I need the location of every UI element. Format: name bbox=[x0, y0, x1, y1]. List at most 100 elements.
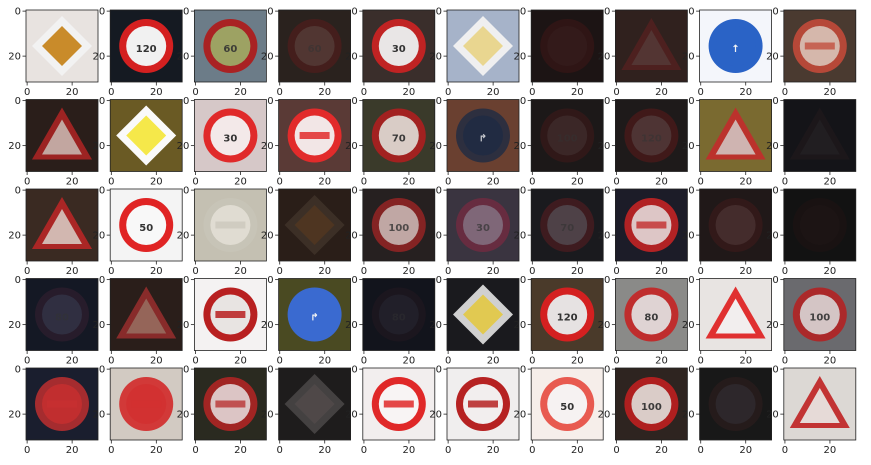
sign-bar bbox=[215, 311, 246, 318]
y-tick-label: 20 bbox=[682, 141, 695, 152]
x-tick-label: 20 bbox=[571, 445, 584, 456]
sign-face bbox=[210, 115, 251, 156]
sign-thumbnail-32: 0 20 0 20 bbox=[92, 275, 183, 367]
sign-thumbnail-33: 0 20 0 20 bbox=[177, 275, 267, 367]
sign-thumbnail-31: 80 0 20 0 20 bbox=[8, 275, 99, 367]
y-tick-label: 20 bbox=[261, 320, 274, 331]
y-tick-label: 20 bbox=[682, 231, 695, 242]
y-tick-label: 0 bbox=[772, 275, 778, 286]
axes-frame bbox=[193, 9, 267, 83]
y-tick-label: 20 bbox=[429, 320, 442, 331]
sign-face bbox=[799, 294, 840, 335]
x-tick-label: 0 bbox=[613, 356, 619, 367]
x-tick-label: 20 bbox=[318, 87, 331, 98]
x-tick-label: 0 bbox=[782, 356, 788, 367]
axes-frame bbox=[109, 278, 183, 351]
sign-thumbnail-49: 0 20 0 20 bbox=[682, 365, 772, 456]
sign-symbol: 30 bbox=[476, 223, 490, 234]
axes-frame bbox=[530, 367, 604, 441]
axes-frame bbox=[362, 278, 436, 351]
x-tick-label: 20 bbox=[66, 266, 79, 277]
sign-bar bbox=[47, 400, 77, 408]
x-tick-label: 20 bbox=[150, 266, 163, 277]
axes-frame bbox=[783, 188, 857, 262]
y-tick-label: 20 bbox=[92, 320, 105, 331]
sign-thumbnail-3: 60 0 20 0 20 bbox=[177, 7, 267, 98]
sign-thumbnail-22: 50 0 20 0 20 bbox=[92, 186, 183, 277]
sign-thumbnail-2: 120 0 20 0 20 bbox=[92, 7, 183, 98]
x-tick-label: 20 bbox=[655, 445, 668, 456]
y-tick-label: 0 bbox=[267, 275, 273, 286]
sign-face bbox=[126, 115, 167, 156]
y-tick-label: 0 bbox=[520, 7, 526, 18]
x-tick-label: 0 bbox=[24, 445, 30, 456]
axes-frame bbox=[615, 188, 688, 262]
y-tick-label: 0 bbox=[15, 186, 21, 197]
x-tick-label: 20 bbox=[655, 177, 668, 188]
axes-frame bbox=[446, 278, 520, 351]
sign-thumbnail-38: 80 0 20 0 20 bbox=[598, 275, 688, 367]
y-tick-label: 0 bbox=[436, 186, 442, 197]
sign-bar bbox=[215, 221, 246, 229]
y-tick-label: 0 bbox=[772, 7, 778, 18]
thumbnail-background bbox=[531, 10, 604, 82]
x-tick-label: 20 bbox=[655, 356, 668, 367]
y-tick-label: 20 bbox=[345, 141, 358, 152]
sign-face bbox=[631, 30, 672, 65]
sign-face bbox=[799, 388, 840, 423]
x-tick-label: 20 bbox=[655, 87, 668, 98]
sign-thumbnail-27: 70 0 20 0 20 bbox=[513, 186, 604, 277]
axes-frame bbox=[699, 99, 772, 172]
sign-thumbnail-11: 0 20 0 20 bbox=[8, 96, 99, 188]
sign-face bbox=[210, 26, 251, 66]
y-tick-label: 20 bbox=[429, 410, 442, 421]
sign-face bbox=[294, 26, 335, 66]
y-tick-label: 20 bbox=[513, 320, 526, 331]
axes-frame bbox=[615, 9, 688, 83]
x-tick-label: 0 bbox=[445, 177, 451, 188]
x-tick-label: 0 bbox=[445, 445, 451, 456]
y-tick-label: 0 bbox=[351, 96, 357, 107]
y-tick-label: 20 bbox=[177, 320, 190, 331]
sign-face bbox=[126, 298, 167, 334]
y-tick-label: 0 bbox=[688, 275, 694, 286]
sign-face bbox=[715, 384, 756, 424]
axes-frame bbox=[699, 367, 772, 441]
x-tick-label: 20 bbox=[150, 445, 163, 456]
y-tick-label: 20 bbox=[513, 141, 526, 152]
x-tick-label: 20 bbox=[150, 356, 163, 367]
x-tick-label: 0 bbox=[529, 445, 535, 456]
sign-thumbnail-1: 0 20 0 20 bbox=[8, 7, 99, 98]
sign-thumbnail-40: 100 0 20 0 20 bbox=[766, 275, 857, 367]
y-tick-label: 20 bbox=[8, 320, 21, 331]
axes-frame bbox=[699, 278, 772, 351]
sign-symbol: 60 bbox=[223, 44, 237, 55]
axes-frame bbox=[362, 99, 436, 172]
axes-frame bbox=[615, 367, 688, 441]
y-tick-label: 0 bbox=[520, 365, 526, 376]
x-tick-label: 0 bbox=[361, 87, 367, 98]
sign-face bbox=[42, 294, 82, 335]
y-tick-label: 0 bbox=[772, 365, 778, 376]
y-tick-label: 20 bbox=[8, 141, 21, 152]
x-tick-label: 0 bbox=[529, 177, 535, 188]
axes-frame bbox=[109, 188, 183, 262]
y-tick-label: 0 bbox=[99, 96, 105, 107]
sign-symbol: 80 bbox=[392, 313, 406, 324]
axes-frame bbox=[278, 367, 352, 441]
sign-thumbnail-37: 120 0 20 0 20 bbox=[513, 275, 604, 367]
y-tick-label: 20 bbox=[766, 231, 779, 242]
axes-frame bbox=[25, 188, 99, 262]
sign-symbol: 70 bbox=[392, 134, 406, 145]
y-tick-label: 0 bbox=[436, 7, 442, 18]
y-tick-label: 20 bbox=[513, 231, 526, 242]
sign-face bbox=[799, 119, 840, 155]
axes-frame bbox=[615, 278, 688, 351]
x-tick-label: 20 bbox=[824, 87, 837, 98]
y-tick-label: 0 bbox=[604, 275, 610, 286]
y-tick-label: 20 bbox=[92, 52, 105, 63]
y-tick-label: 0 bbox=[688, 186, 694, 197]
x-tick-label: 20 bbox=[403, 266, 416, 277]
y-tick-label: 20 bbox=[92, 141, 105, 152]
sign-face bbox=[631, 384, 672, 424]
